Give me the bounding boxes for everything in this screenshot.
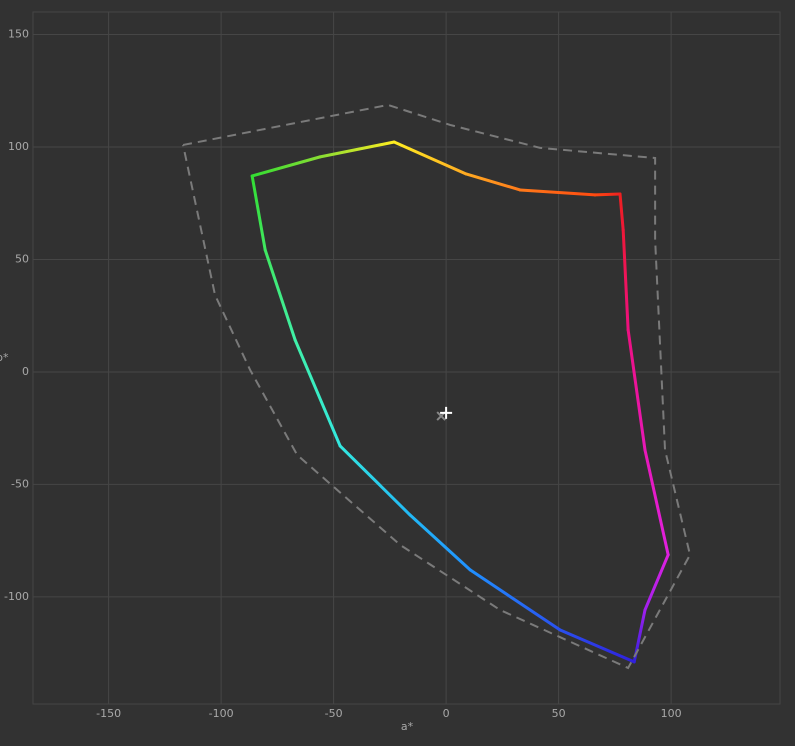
gamut-segment xyxy=(593,192,622,197)
gamut-segment xyxy=(250,155,322,178)
y-tick-label: 50 xyxy=(15,252,29,265)
gamut-segment xyxy=(643,448,670,557)
gamut-segment xyxy=(618,192,625,232)
x-tick-label: -150 xyxy=(96,707,121,720)
gamut-segment xyxy=(626,328,647,452)
white-point-marker xyxy=(440,406,453,419)
reference-gamut xyxy=(182,103,692,670)
y-axis-label: b* xyxy=(0,351,9,364)
gamut-segment xyxy=(293,338,342,448)
gamut-segment xyxy=(318,140,396,159)
y-tick-label: -100 xyxy=(4,590,29,603)
x-tick-label: 100 xyxy=(661,707,682,720)
gamut-segment xyxy=(621,228,630,332)
gamut-segment xyxy=(643,553,670,612)
plot-area xyxy=(32,11,781,705)
gamut-segment xyxy=(392,140,468,176)
x-axis-label: a* xyxy=(401,720,414,733)
x-tick-label: -50 xyxy=(325,707,343,720)
y-tick-label: 0 xyxy=(22,365,29,378)
gamut-segment xyxy=(250,174,267,252)
x-tick-label: 0 xyxy=(443,707,450,720)
y-tick-label: -50 xyxy=(11,477,29,490)
gamut-segment xyxy=(558,628,636,664)
gamut-segment xyxy=(518,188,597,197)
x-tick-label: -100 xyxy=(209,707,234,720)
gamut-segment xyxy=(464,172,522,192)
gamut-segment xyxy=(468,568,562,632)
gamut-segment xyxy=(263,248,297,342)
y-tick-label: 100 xyxy=(8,140,29,153)
y-tick-label: 150 xyxy=(8,27,29,40)
gamut-segment xyxy=(338,444,412,517)
x-tick-label: 50 xyxy=(552,707,566,720)
gamut-segment xyxy=(408,513,472,572)
